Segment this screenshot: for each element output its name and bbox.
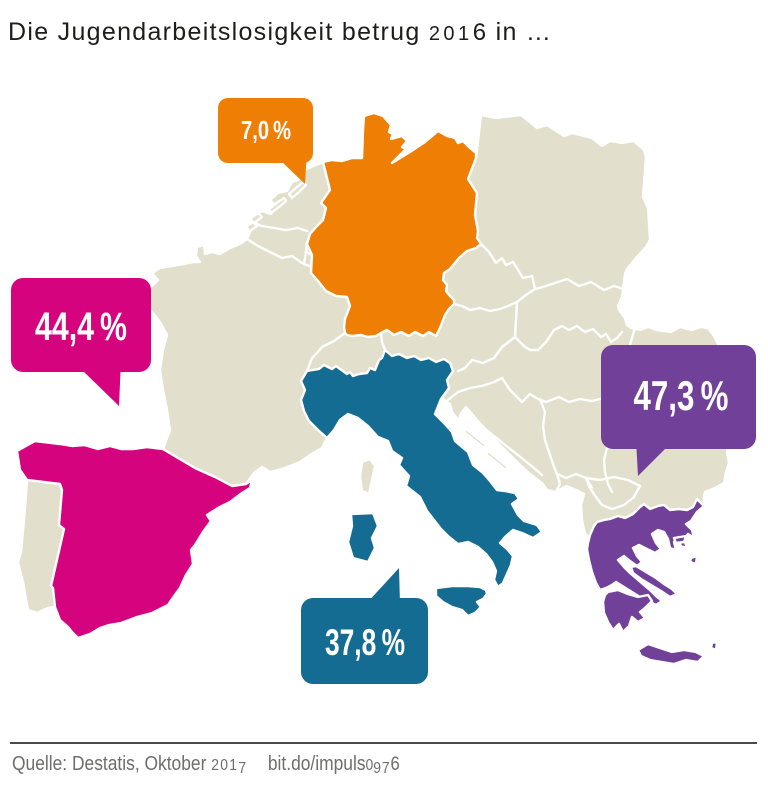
svg-text:44,4 %: 44,4 %: [35, 305, 127, 349]
svg-text:7,0 %: 7,0 %: [241, 115, 291, 145]
svg-text:37,8 %: 37,8 %: [325, 622, 405, 663]
svg-text:47,3 %: 47,3 %: [634, 372, 729, 419]
